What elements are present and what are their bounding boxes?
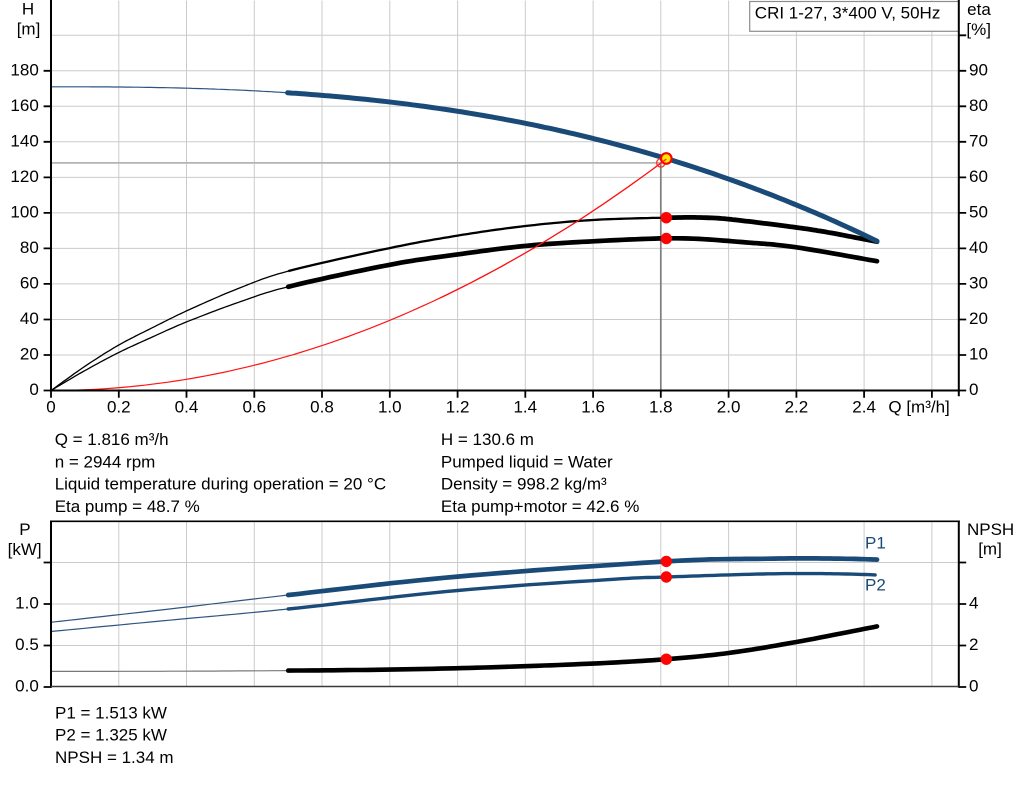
svg-text:1.0: 1.0 — [378, 398, 402, 417]
svg-text:Eta pump+motor = 42.6 %: Eta pump+motor = 42.6 % — [441, 497, 639, 516]
svg-text:NPSH = 1.34 m: NPSH = 1.34 m — [55, 748, 174, 767]
svg-text:P: P — [19, 520, 30, 539]
svg-text:50: 50 — [969, 203, 988, 222]
svg-text:180: 180 — [10, 60, 38, 79]
svg-text:60: 60 — [969, 167, 988, 186]
svg-text:100: 100 — [10, 203, 38, 222]
svg-text:P2 = 1.325 kW: P2 = 1.325 kW — [55, 726, 167, 745]
svg-text:Eta pump = 48.7 %: Eta pump = 48.7 % — [55, 497, 200, 516]
svg-text:90: 90 — [969, 60, 988, 79]
svg-text:[kW]: [kW] — [8, 540, 42, 559]
svg-text:60: 60 — [20, 274, 39, 293]
svg-text:1.4: 1.4 — [513, 398, 537, 417]
svg-text:P1 = 1.513 kW: P1 = 1.513 kW — [55, 703, 167, 722]
svg-text:[%]: [%] — [966, 20, 991, 39]
svg-text:P2: P2 — [865, 576, 886, 595]
svg-text:80: 80 — [20, 238, 39, 257]
svg-text:40: 40 — [969, 238, 988, 257]
svg-text:Q = 1.816 m³/h: Q = 1.816 m³/h — [55, 430, 169, 449]
svg-text:H: H — [22, 0, 34, 19]
svg-text:1.6: 1.6 — [581, 398, 605, 417]
svg-text:Liquid temperature during oper: Liquid temperature during operation = 20… — [55, 475, 386, 494]
svg-text:P1: P1 — [865, 533, 886, 552]
svg-text:1.0: 1.0 — [15, 594, 39, 613]
svg-text:[m]: [m] — [978, 539, 1002, 558]
svg-text:NPSH: NPSH — [967, 520, 1014, 539]
svg-text:H = 130.6 m: H = 130.6 m — [441, 430, 534, 449]
svg-text:40: 40 — [20, 309, 39, 328]
svg-text:2.0: 2.0 — [717, 398, 741, 417]
svg-text:70: 70 — [969, 131, 988, 150]
svg-text:0.6: 0.6 — [242, 398, 266, 417]
svg-text:Density = 998.2 kg/m³: Density = 998.2 kg/m³ — [441, 475, 607, 494]
svg-text:0.0: 0.0 — [15, 677, 39, 696]
svg-text:0: 0 — [29, 380, 38, 399]
svg-text:2.4: 2.4 — [852, 398, 876, 417]
svg-text:0: 0 — [46, 398, 55, 417]
svg-text:n = 2944 rpm: n = 2944 rpm — [55, 452, 156, 471]
svg-text:140: 140 — [10, 131, 38, 150]
svg-text:2.2: 2.2 — [785, 398, 809, 417]
svg-text:0.5: 0.5 — [15, 635, 39, 654]
svg-text:20: 20 — [969, 309, 988, 328]
svg-text:0: 0 — [969, 677, 978, 696]
svg-text:4: 4 — [969, 594, 978, 613]
svg-text:eta: eta — [967, 0, 991, 19]
svg-text:1.8: 1.8 — [649, 398, 673, 417]
svg-text:120: 120 — [10, 167, 38, 186]
svg-text:80: 80 — [969, 96, 988, 115]
svg-text:Pumped liquid = Water: Pumped liquid = Water — [441, 452, 613, 471]
svg-text:0.8: 0.8 — [310, 398, 334, 417]
svg-text:CRI 1-27, 3*400 V, 50Hz: CRI 1-27, 3*400 V, 50Hz — [755, 4, 941, 23]
svg-text:Q [m³/h]: Q [m³/h] — [888, 398, 949, 417]
svg-text:0.4: 0.4 — [175, 398, 199, 417]
svg-text:20: 20 — [20, 345, 39, 364]
svg-text:[m]: [m] — [17, 19, 41, 38]
svg-text:0: 0 — [969, 380, 978, 399]
svg-text:2: 2 — [969, 635, 978, 654]
svg-text:0.2: 0.2 — [107, 398, 131, 417]
svg-text:1.2: 1.2 — [446, 398, 470, 417]
svg-text:10: 10 — [969, 345, 988, 364]
svg-text:30: 30 — [969, 274, 988, 293]
svg-text:160: 160 — [10, 96, 38, 115]
